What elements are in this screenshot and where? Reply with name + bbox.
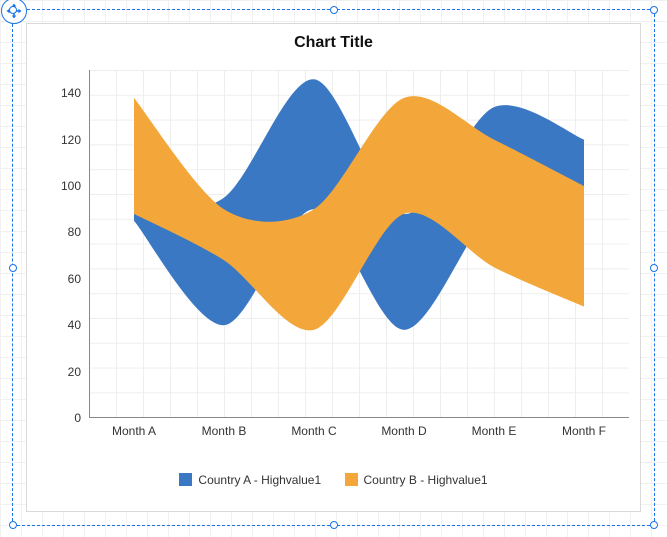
y-tick-label: 20: [41, 365, 81, 379]
resize-handle-e[interactable]: [650, 264, 658, 272]
legend-item-0[interactable]: Country A - Highvalue1: [179, 473, 321, 487]
y-tick-label: 0: [41, 411, 81, 425]
resize-handle-s[interactable]: [330, 521, 338, 529]
resize-handle-nw[interactable]: [9, 6, 17, 14]
chart-object[interactable]: Chart Title 020406080100120140 Month AMo…: [26, 23, 641, 512]
chart-series-canvas: [89, 70, 629, 418]
x-tick-label: Month B: [179, 424, 269, 438]
y-tick-label: 60: [41, 272, 81, 286]
resize-handle-ne[interactable]: [650, 6, 658, 14]
legend-item-1[interactable]: Country B - Highvalue1: [345, 473, 488, 487]
chart-title[interactable]: Chart Title: [27, 24, 640, 52]
x-tick-label: Month D: [359, 424, 449, 438]
x-tick-label: Month F: [539, 424, 629, 438]
resize-handle-w[interactable]: [9, 264, 17, 272]
legend-label-0: Country A - Highvalue1: [198, 473, 321, 487]
legend-label-1: Country B - Highvalue1: [364, 473, 488, 487]
x-tick-label: Month C: [269, 424, 359, 438]
y-tick-label: 140: [41, 86, 81, 100]
chart-legend[interactable]: Country A - Highvalue1 Country B - Highv…: [27, 473, 640, 490]
plot-area[interactable]: 020406080100120140 Month AMonth BMonth C…: [89, 70, 629, 418]
resize-handle-se[interactable]: [650, 521, 658, 529]
y-tick-label: 100: [41, 179, 81, 193]
legend-swatch-0: [179, 473, 192, 486]
y-tick-label: 120: [41, 133, 81, 147]
y-tick-label: 40: [41, 318, 81, 332]
legend-swatch-1: [345, 473, 358, 486]
y-tick-label: 80: [41, 225, 81, 239]
resize-handle-sw[interactable]: [9, 521, 17, 529]
x-tick-label: Month E: [449, 424, 539, 438]
x-tick-label: Month A: [89, 424, 179, 438]
resize-handle-n[interactable]: [330, 6, 338, 14]
